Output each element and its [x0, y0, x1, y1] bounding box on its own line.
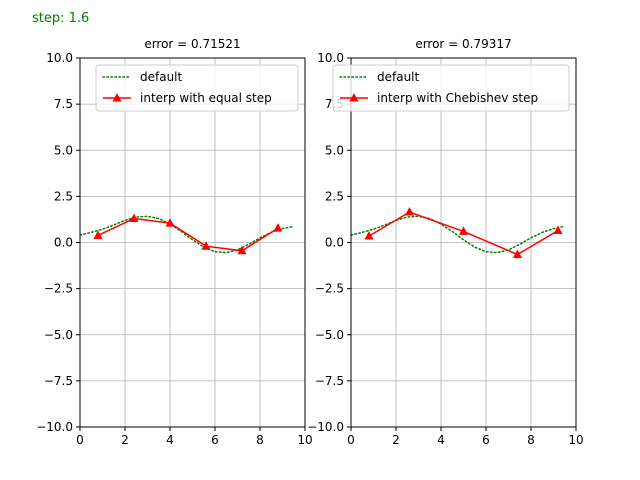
y-tick-label: −2.5 — [44, 282, 73, 296]
chart-panel-2: 0246810−10.0−7.5−5.0−2.50.02.55.07.510.0… — [307, 37, 583, 447]
y-tick-label: −7.5 — [315, 374, 344, 388]
x-tick-label: 0 — [76, 433, 84, 447]
data-point-marker — [237, 245, 247, 255]
step-label: step: 1.6 — [32, 11, 90, 26]
y-tick-label: 2.5 — [325, 189, 344, 203]
y-tick-label: 0.0 — [54, 236, 73, 250]
y-tick-label: −10.0 — [36, 420, 73, 434]
data-point-marker — [93, 230, 103, 239]
x-tick-label: 6 — [482, 433, 490, 447]
legend-box — [332, 64, 570, 112]
series-line-interp — [97, 217, 279, 252]
series-line-default — [79, 215, 295, 254]
legend-label: interp with Chebishev step — [377, 91, 538, 105]
y-tick-label: −7.5 — [44, 374, 73, 388]
x-tick-label: 4 — [437, 433, 445, 447]
legend-label: interp with equal step — [140, 91, 272, 105]
y-tick-label: −5.0 — [315, 328, 344, 342]
x-tick-label: 0 — [347, 433, 355, 447]
data-point-marker — [553, 225, 563, 235]
y-tick-label: 2.5 — [54, 189, 73, 203]
y-tick-label: 10.0 — [317, 51, 344, 65]
x-tick-label: 10 — [297, 433, 312, 447]
legend-marker — [349, 93, 359, 102]
y-tick-label: 0.0 — [325, 236, 344, 250]
y-tick-label: −5.0 — [44, 328, 73, 342]
x-tick-label: 6 — [211, 433, 219, 447]
y-tick-label: 10.0 — [46, 51, 73, 65]
x-tick-label: 2 — [392, 433, 400, 447]
data-point-marker — [129, 213, 139, 223]
legend: default interp with Chebishev step — [332, 64, 570, 112]
legend: default interp with equal step — [95, 64, 299, 112]
series-line-default — [350, 215, 566, 254]
y-tick-label: 5.0 — [54, 143, 73, 157]
chart-title: error = 0.71521 — [144, 37, 240, 51]
data-point-marker — [165, 218, 175, 227]
chart-panel-1: 0 2 4 6 8 10 −10.0 −7.5 −5.0 −2.5 0.0 2.5 5.0 7.5 10.0… — [36, 37, 312, 447]
legend-box — [95, 64, 299, 112]
x-tick-label: 8 — [527, 433, 535, 447]
data-point-marker — [459, 226, 468, 235]
y-tick-label: 7.5 — [54, 97, 73, 111]
x-tick-label: 2 — [121, 433, 129, 447]
legend-label: default — [377, 70, 420, 84]
x-tick-label: 4 — [166, 433, 174, 447]
legend-marker — [112, 93, 122, 102]
x-tick-label: 8 — [256, 433, 264, 447]
data-point-marker — [273, 223, 283, 232]
y-tick-label: 5.0 — [325, 143, 344, 157]
data-point-marker — [405, 207, 414, 216]
legend-label: default — [140, 70, 183, 84]
y-tick-label: −2.5 — [315, 282, 344, 296]
data-point-marker — [513, 249, 522, 258]
y-tick-label: −10.0 — [307, 420, 344, 434]
data-point-marker — [201, 241, 211, 250]
x-tick-label: 10 — [568, 433, 583, 447]
chart-title: error = 0.79317 — [415, 37, 511, 51]
data-point-marker — [364, 231, 374, 240]
